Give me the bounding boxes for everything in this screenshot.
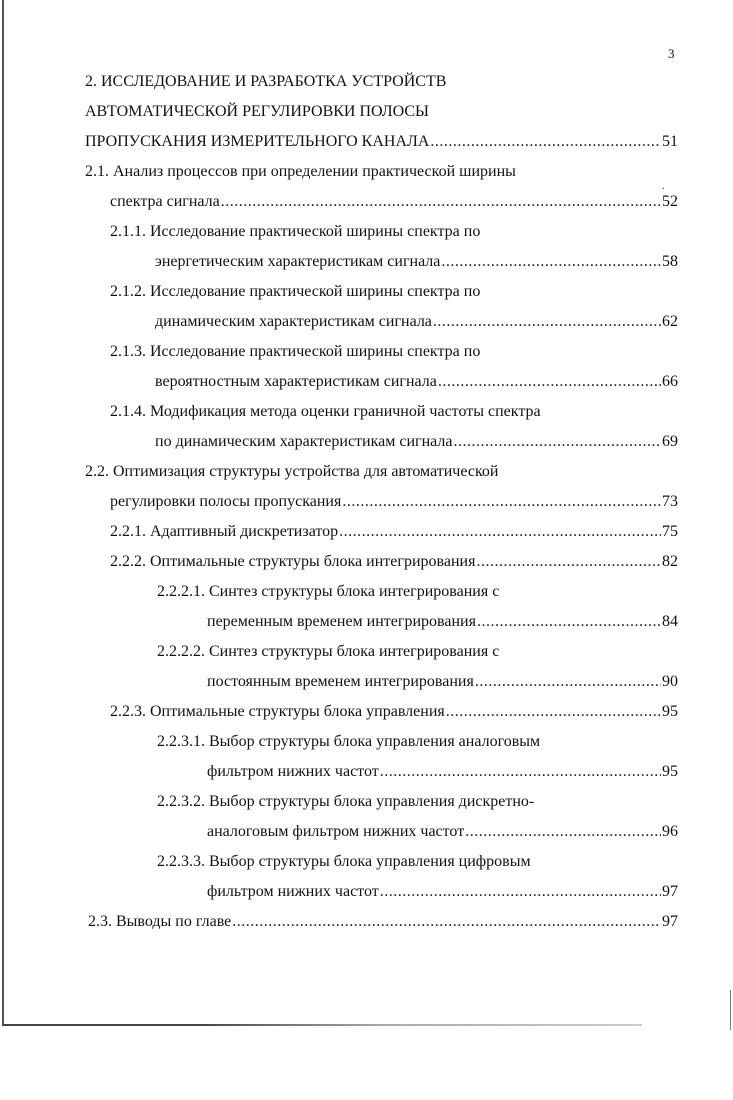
toc-entry-title: 2.1.4. Модификация метода оценки граничн…: [110, 403, 541, 420]
toc-entry[interactable]: динамическим характеристикам сигнала ...…: [0, 307, 733, 337]
page-border-left: [2, 0, 4, 1026]
toc-entry[interactable]: фильтром нижних частот .................…: [0, 877, 733, 907]
toc-entry-title: 2.2.2. Оптимальные структуры блока интег…: [110, 553, 476, 570]
toc-entry[interactable]: энергетическим характеристикам сигнала .…: [0, 247, 733, 277]
toc-entry[interactable]: регулировки полосы пропускания..........…: [0, 487, 733, 517]
toc-entry[interactable]: АВТОМАТИЧЕСКОЙ РЕГУЛИРОВКИ ПОЛОСЫ: [0, 97, 733, 127]
page-border-bottom: [2, 1024, 642, 1026]
toc-entry[interactable]: 2.1.3. Исследование практической ширины …: [0, 337, 733, 367]
toc-entry[interactable]: 2.2.3. Оптимальные структуры блока управ…: [0, 697, 733, 727]
toc-entry-title: по динамическим характеристикам сигнала: [155, 433, 453, 450]
toc-entry-title: 2.2.3.2. Выбор структуры блока управлени…: [157, 793, 535, 810]
toc-entry-page: 95: [662, 703, 678, 720]
toc-entry-title: 2.2.2.1. Синтез структуры блока интегрир…: [157, 583, 500, 600]
toc-entry-title: спектра сигнала: [110, 193, 220, 210]
toc-entry-title: 2.2.3.1. Выбор структуры блока управлени…: [157, 733, 541, 750]
toc-entry-title: фильтром нижних частот: [207, 763, 379, 780]
toc-entry-title: фильтром нижних частот: [207, 883, 379, 900]
toc-entry[interactable]: 2.1.1. Исследование практической ширины …: [0, 217, 733, 247]
toc-entry-page: 95: [662, 763, 678, 780]
dot-leader: ........................................…: [453, 433, 661, 450]
toc-entry-page: 96: [662, 823, 678, 840]
toc-entry[interactable]: аналоговым фильтром нижних частот.......…: [0, 817, 733, 847]
dot-leader: ........................................…: [232, 913, 661, 930]
toc-entry-title: энергетическим характеристикам сигнала: [155, 253, 441, 270]
toc-entry[interactable]: ПРОПУСКАНИЯ ИЗМЕРИТЕЛЬНОГО КАНАЛА ......…: [0, 127, 733, 157]
toc-entry-page: 62: [662, 313, 678, 330]
toc-entry-page: 97: [662, 913, 678, 930]
toc-entry[interactable]: 2.2.3.3. Выбор структуры блока управлени…: [0, 847, 733, 877]
toc-entry-page: 90: [662, 673, 678, 690]
dot-leader: ........................................…: [476, 613, 661, 630]
toc-entry[interactable]: 2.2.1. Адаптивный дискретизатор ........…: [0, 517, 733, 547]
toc-entry[interactable]: по динамическим характеристикам сигнала.…: [0, 427, 733, 457]
page-number: 3: [668, 46, 675, 61]
page-border-right: [730, 990, 731, 1030]
toc-entry-title: 2.2.3. Оптимальные структуры блока управ…: [110, 703, 445, 720]
toc-entry-page: 58: [662, 253, 678, 270]
toc-entry-title: 2.2.3.3. Выбор структуры блока управлени…: [157, 853, 531, 870]
toc-entry-title: 2.1.3. Исследование практической ширины …: [110, 343, 481, 360]
toc-entry-page: 82: [662, 553, 678, 570]
toc-entry[interactable]: постоянным временем интегрирования .....…: [0, 667, 733, 697]
toc-entry[interactable]: 2.1. Анализ процессов при определении пр…: [0, 157, 733, 187]
toc-entry[interactable]: спектра сигнала.........................…: [0, 187, 733, 217]
toc-entry-page: 69: [662, 433, 678, 450]
toc-entry-title: 2.3. Выводы по главе: [88, 913, 232, 930]
toc-entry[interactable]: 2.3. Выводы по главе....................…: [0, 907, 733, 937]
stray-mark: .: [662, 181, 665, 192]
toc-entry-title: регулировки полосы пропускания: [110, 493, 342, 510]
toc-entry-title: переменным временем интегрирования: [207, 613, 476, 630]
toc-entry-title: ПРОПУСКАНИЯ ИЗМЕРИТЕЛЬНОГО КАНАЛА: [85, 133, 430, 150]
toc-entry-title: 2.1.2. Исследование практической ширины …: [110, 283, 481, 300]
toc-entry[interactable]: 2.2.3.2. Выбор структуры блока управлени…: [0, 787, 733, 817]
toc-entry-page: 52: [662, 193, 678, 210]
toc-entry-title: вероятностным характеристикам сигнала: [155, 373, 437, 390]
toc-entry[interactable]: 2.1.4. Модификация метода оценки граничн…: [0, 397, 733, 427]
toc-entry-page: 84: [662, 613, 678, 630]
dot-leader: ........................................…: [476, 553, 661, 570]
dot-leader: ........................................…: [441, 253, 661, 270]
toc-entry[interactable]: вероятностным характеристикам сигнала...…: [0, 367, 733, 397]
toc-entry-title: 2.2.2.2. Синтез структуры блока интегрир…: [157, 643, 500, 660]
dot-leader: ........................................…: [379, 883, 661, 900]
toc-entry[interactable]: 2.2.2.2. Синтез структуры блока интегрир…: [0, 637, 733, 667]
dot-leader: ........................................…: [445, 703, 661, 720]
toc-entry[interactable]: 2.1.2. Исследование практической ширины …: [0, 277, 733, 307]
toc-entry[interactable]: 2. ИССЛЕДОВАНИЕ И РАЗРАБОТКА УСТРОЙСТВ: [0, 67, 733, 97]
dot-leader: ........................................…: [430, 133, 661, 150]
dot-leader: ........................................…: [379, 763, 661, 780]
toc-entry-title: АВТОМАТИЧЕСКОЙ РЕГУЛИРОВКИ ПОЛОСЫ: [85, 103, 429, 120]
toc-entry-page: 97: [662, 883, 678, 900]
toc-entry-title: 2.2.1. Адаптивный дискретизатор: [110, 523, 339, 540]
dot-leader: ........................................…: [474, 673, 661, 690]
toc-entry-page: 73: [662, 493, 678, 510]
dot-leader: ........................................…: [339, 523, 661, 540]
dot-leader: ........................................…: [432, 313, 661, 330]
toc-entry[interactable]: переменным временем интегрирования......…: [0, 607, 733, 637]
toc-entry[interactable]: фильтром нижних частот .................…: [0, 757, 733, 787]
toc-entry[interactable]: 2.2. Оптимизация структуры устройства дл…: [0, 457, 733, 487]
toc-entry-title: динамическим характеристикам сигнала: [155, 313, 432, 330]
toc-entry-title: постоянным временем интегрирования: [207, 673, 474, 690]
toc-entry-page: 51: [662, 133, 678, 150]
toc-entry-title: 2.1. Анализ процессов при определении пр…: [85, 163, 516, 180]
toc-entry[interactable]: 2.2.3.1. Выбор структуры блока управлени…: [0, 727, 733, 757]
toc-entry-page: 66: [662, 373, 678, 390]
toc-entry[interactable]: 2.2.2.1. Синтез структуры блока интегрир…: [0, 577, 733, 607]
dot-leader: ........................................…: [465, 823, 661, 840]
dot-leader: ........................................…: [342, 493, 661, 510]
toc-entry-title: 2.1.1. Исследование практической ширины …: [110, 223, 481, 240]
dot-leader: ........................................…: [437, 373, 661, 390]
toc-entry-page: 75: [662, 523, 678, 540]
toc-entry-title: 2.2. Оптимизация структуры устройства дл…: [85, 463, 499, 480]
toc-entry[interactable]: 2.2.2. Оптимальные структуры блока интег…: [0, 547, 733, 577]
toc-entry-title: аналоговым фильтром нижних частот: [207, 823, 465, 840]
dot-leader: ........................................…: [220, 193, 661, 210]
table-of-contents: 2. ИССЛЕДОВАНИЕ И РАЗРАБОТКА УСТРОЙСТВ АВ…: [0, 67, 733, 937]
toc-entry-title: 2. ИССЛЕДОВАНИЕ И РАЗРАБОТКА УСТРОЙСТВ: [85, 73, 447, 90]
